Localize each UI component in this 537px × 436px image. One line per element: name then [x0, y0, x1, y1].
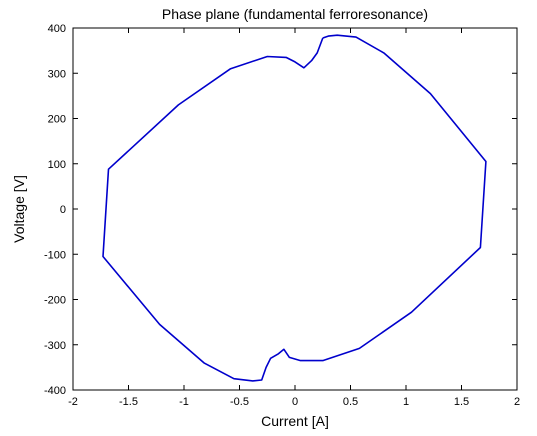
y-tick-label: 300	[48, 68, 66, 80]
x-tick-label: 2	[514, 396, 520, 408]
x-tick-label: 0	[292, 396, 298, 408]
y-axis-title: Voltage [V]	[11, 175, 27, 243]
y-tick-label: -300	[44, 340, 66, 352]
x-tick-label: 1	[403, 396, 409, 408]
y-tick-label: -400	[44, 385, 66, 397]
y-tick-label: -100	[44, 249, 66, 261]
y-tick-label: 0	[60, 204, 66, 216]
x-tick-label: -1	[179, 396, 189, 408]
chart-title: Phase plane (fundamental ferroresonance)	[162, 6, 428, 22]
y-tick-label: 100	[48, 159, 66, 171]
x-tick-label: -0.5	[230, 396, 249, 408]
x-tick-label: -1.5	[119, 396, 138, 408]
x-tick-label: 1.5	[454, 396, 469, 408]
series-line	[102, 34, 487, 382]
y-tick-label: 200	[48, 114, 66, 126]
axis-ticks: -2 -1.5 -1 -0.5 0 0.5 1 1.5 2 -400 -300 -200 -100 0 10…	[44, 23, 520, 408]
x-tick-label: -2	[68, 396, 78, 408]
x-tick-label: 0.5	[343, 396, 358, 408]
plot-area	[102, 34, 487, 382]
y-tick-label: -200	[44, 295, 66, 307]
plot-frame	[72, 27, 518, 391]
y-tick-label: 400	[48, 23, 66, 35]
x-axis-title: Current [A]	[261, 413, 329, 429]
